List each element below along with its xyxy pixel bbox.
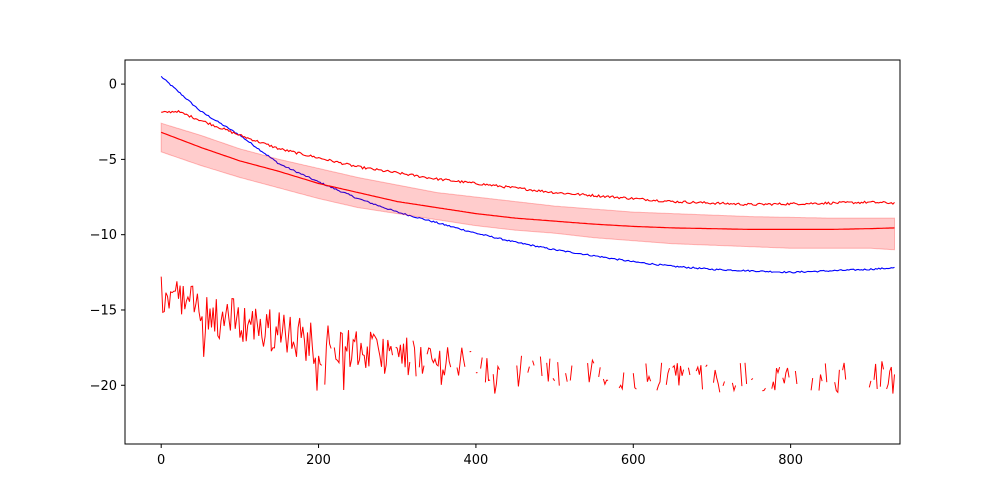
x-tick-label: 600: [621, 453, 646, 468]
y-tick-label: −15: [90, 303, 117, 318]
y-tick-label: −10: [90, 228, 117, 243]
y-tick-label: −20: [90, 379, 117, 394]
series-line-1: [161, 109, 895, 207]
y-tick-label: 0: [109, 78, 117, 93]
series-line-noisy: [160, 276, 895, 394]
x-tick-label: 800: [778, 453, 803, 468]
x-tick-label: 200: [306, 453, 331, 468]
series-line-0: [160, 75, 895, 274]
y-tick-label: −5: [98, 153, 117, 168]
plot-area: [160, 75, 895, 394]
x-tick-label: 0: [157, 453, 165, 468]
axes-frame: [124, 59, 901, 445]
confidence-band: [160, 122, 895, 251]
series-line-mean: [160, 131, 895, 230]
x-tick-label: 400: [463, 453, 488, 468]
axis-ticks: 0 200 400 600 800 0 −5 −10 −15 −20: [90, 78, 803, 468]
